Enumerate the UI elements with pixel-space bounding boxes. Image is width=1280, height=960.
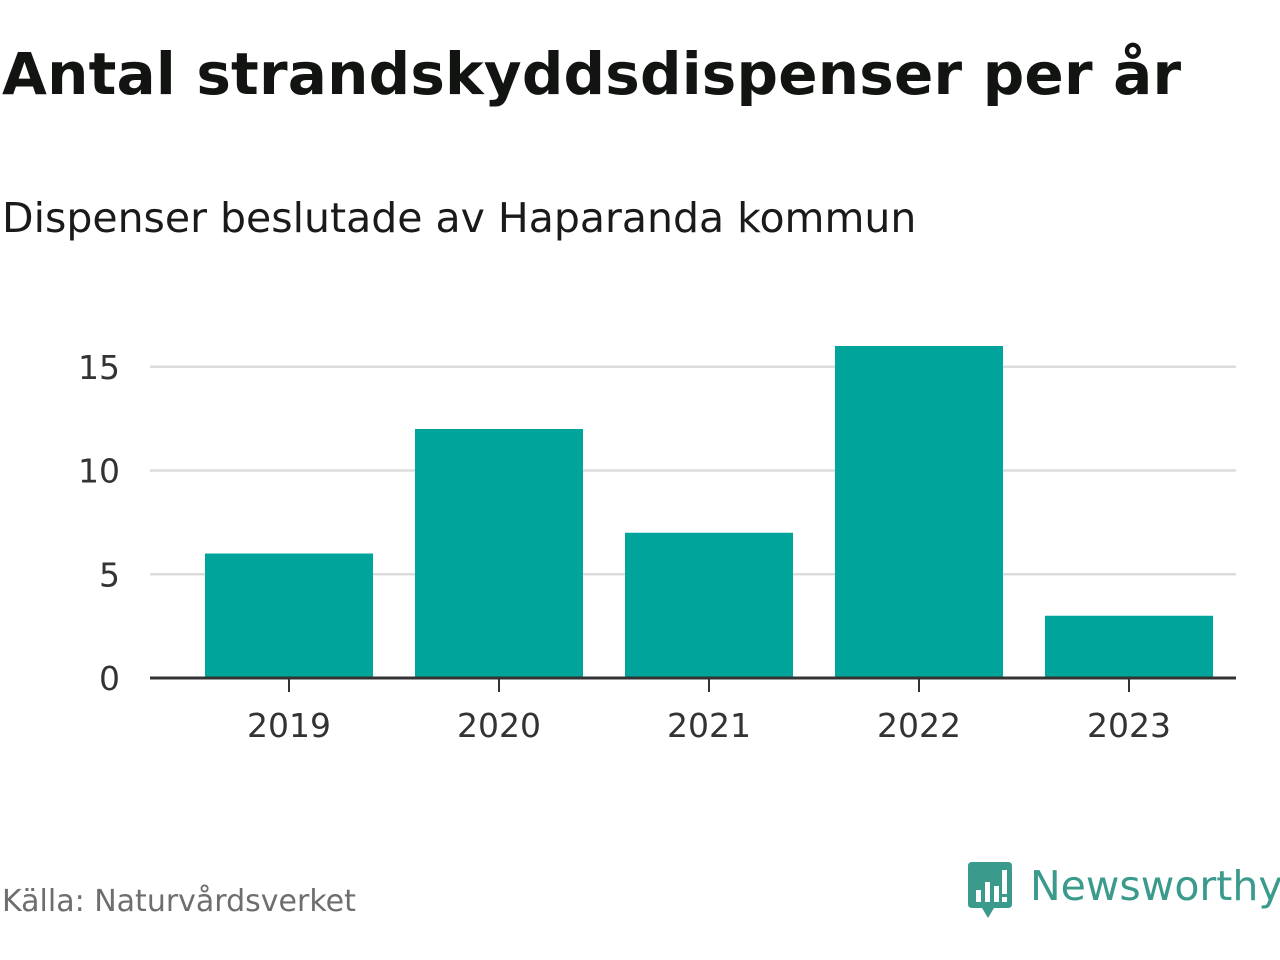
y-tick-label: 10 <box>78 452 120 491</box>
bars <box>205 346 1213 678</box>
bar-2022 <box>835 346 1003 678</box>
x-tick-label: 2023 <box>1087 706 1171 745</box>
y-tick-label: 0 <box>99 659 120 698</box>
axes: 0 5 10 15 2019 2020 2021 2022 2023 <box>78 348 1236 745</box>
bar-2023 <box>1045 615 1213 678</box>
y-tick-label: 5 <box>99 555 120 594</box>
chart-subtitle: Dispenser beslutade av Haparanda kommun <box>2 194 917 242</box>
x-tick-label: 2022 <box>877 706 961 745</box>
source-note: Källa: Naturvårdsverket <box>2 884 356 919</box>
y-tick-label: 15 <box>78 348 120 387</box>
x-tick-label: 2021 <box>667 706 751 745</box>
bar-2020 <box>415 429 583 678</box>
brand-name: Newsworthy <box>1030 862 1280 910</box>
newsworthy-logo-icon <box>968 862 1012 918</box>
chart-title: Antal strandskyddsdispenser per år <box>2 40 1182 108</box>
x-tick-label: 2020 <box>457 706 541 745</box>
bar-2021 <box>625 532 793 678</box>
x-tick-label: 2019 <box>247 706 331 745</box>
bar-chart: 0 5 10 15 2019 2020 2021 2022 2023 <box>78 346 1236 745</box>
brand-logo: Newsworthy <box>964 860 1280 930</box>
bar-2019 <box>205 553 373 678</box>
